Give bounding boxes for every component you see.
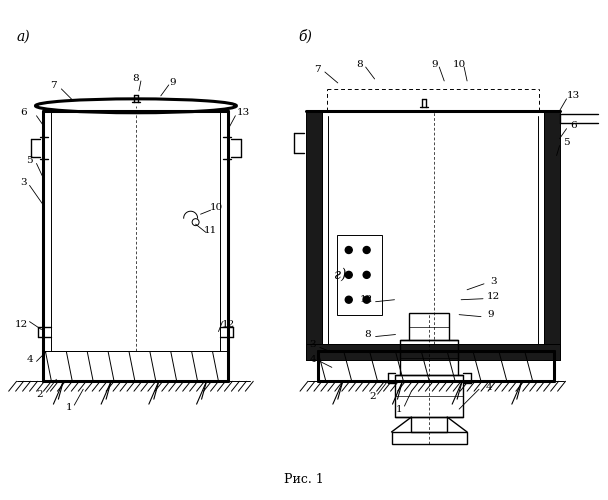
Bar bbox=[401, 340, 458, 376]
Text: 7: 7 bbox=[50, 82, 57, 90]
Text: 8: 8 bbox=[356, 60, 363, 68]
Text: 2: 2 bbox=[36, 390, 43, 398]
Bar bbox=[395, 376, 463, 417]
Text: 1: 1 bbox=[396, 404, 402, 413]
Text: 7: 7 bbox=[314, 64, 321, 74]
Bar bbox=[392, 432, 467, 444]
Bar bbox=[409, 312, 449, 340]
Circle shape bbox=[363, 296, 370, 303]
Text: 12: 12 bbox=[486, 292, 500, 301]
Text: 9: 9 bbox=[488, 310, 494, 319]
Circle shape bbox=[345, 246, 352, 254]
Text: 3: 3 bbox=[491, 278, 497, 286]
Bar bbox=[544, 111, 559, 360]
Text: 3: 3 bbox=[20, 178, 27, 187]
Circle shape bbox=[345, 296, 352, 303]
Circle shape bbox=[345, 272, 352, 278]
Bar bbox=[337, 235, 382, 314]
Text: 13: 13 bbox=[237, 108, 250, 118]
Text: 6: 6 bbox=[570, 121, 577, 130]
Text: 3: 3 bbox=[309, 340, 316, 349]
Text: 1: 1 bbox=[66, 402, 72, 411]
Circle shape bbox=[363, 272, 370, 278]
Text: 11: 11 bbox=[204, 226, 217, 234]
Text: 8: 8 bbox=[133, 74, 139, 84]
Text: 4: 4 bbox=[26, 355, 33, 364]
Text: 4: 4 bbox=[486, 382, 492, 392]
Text: 12: 12 bbox=[360, 295, 373, 304]
Text: б): б) bbox=[298, 29, 312, 43]
Text: 9: 9 bbox=[170, 78, 176, 88]
Text: г): г) bbox=[334, 268, 346, 282]
Bar bbox=[412, 417, 447, 432]
Text: 5: 5 bbox=[26, 156, 33, 165]
Bar bbox=[306, 344, 559, 360]
Text: Рис. 1: Рис. 1 bbox=[284, 473, 324, 486]
Circle shape bbox=[363, 246, 370, 254]
Text: а): а) bbox=[17, 29, 30, 43]
Text: 12: 12 bbox=[15, 320, 28, 329]
Text: 9: 9 bbox=[431, 60, 438, 68]
Text: 8: 8 bbox=[364, 330, 371, 339]
Text: 5: 5 bbox=[563, 138, 570, 147]
Text: 12: 12 bbox=[222, 320, 235, 329]
Bar bbox=[306, 111, 322, 360]
Text: 6: 6 bbox=[20, 108, 27, 118]
Text: 10: 10 bbox=[210, 202, 223, 211]
Text: 13: 13 bbox=[567, 92, 580, 100]
Text: 2: 2 bbox=[369, 392, 376, 400]
Text: 10: 10 bbox=[452, 60, 466, 68]
Text: 4: 4 bbox=[309, 355, 316, 364]
